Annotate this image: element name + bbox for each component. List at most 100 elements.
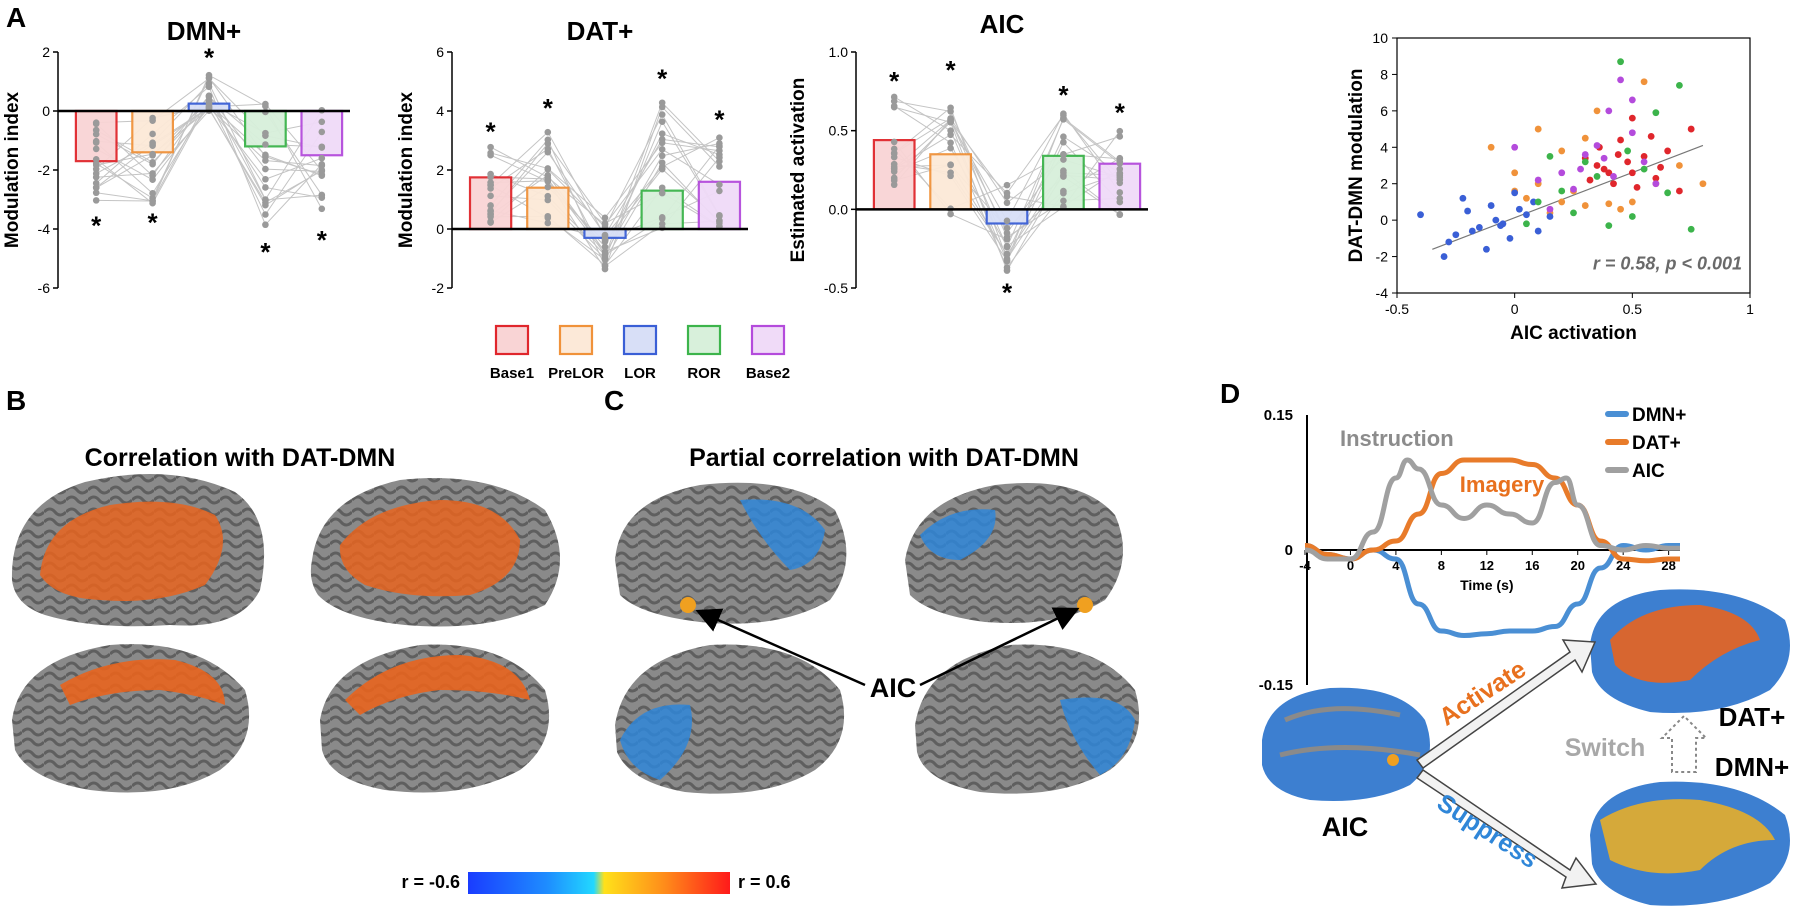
subject-point: [716, 158, 723, 165]
subject-point: [1116, 189, 1124, 196]
scatter-point-base2: [1570, 185, 1577, 193]
aic-arrow-left: [695, 608, 866, 687]
scatter-point-prelor: [1605, 200, 1613, 208]
subject-point: [947, 131, 954, 139]
subject-point: [1116, 211, 1124, 218]
subject-point: [601, 232, 609, 240]
colorbar-left-label: r = -0.6: [401, 872, 460, 892]
subject-point: [716, 181, 723, 189]
scatter-point-prelor: [1628, 198, 1636, 206]
activate-arrow: [1415, 639, 1597, 770]
scatter-point-lor: [1445, 238, 1453, 246]
legend-swatch-prelor: [558, 324, 594, 356]
scatter-point-base1: [1676, 187, 1683, 195]
scatter-point-prelor: [1534, 125, 1542, 133]
y-axis-label: Modulation index: [396, 91, 417, 248]
x-tick-label: 16: [1525, 558, 1539, 573]
panel-letter-a: A: [6, 2, 26, 33]
scatter-point-lor: [1475, 224, 1483, 231]
subject-point: [1060, 173, 1067, 180]
subject-point: [92, 189, 100, 197]
y-axis-label: Estimated activation: [788, 78, 809, 263]
subject-point: [205, 97, 213, 104]
subject-line: [490, 142, 720, 228]
panel-letter-c: C: [604, 385, 624, 416]
subject-point: [947, 144, 954, 152]
subject-point: [262, 221, 269, 229]
scatter-point-base1: [1657, 163, 1664, 171]
significance-star: *: [260, 237, 271, 267]
legend-label-prelor: PreLOR: [548, 365, 604, 382]
scatter-point-base1: [1614, 151, 1622, 158]
panel-d-diagram: AIC DAT+ DMN+ Activate Suppress Switch: [1262, 589, 1790, 906]
subject-point: [487, 192, 494, 200]
scatter-point-base2: [1511, 143, 1519, 151]
y-tick-label: 0: [1380, 212, 1388, 228]
y-tick-label: -2: [38, 162, 51, 178]
scatter-point-ror: [1664, 189, 1672, 197]
subject-point: [658, 152, 666, 160]
scatter-point-base1: [1633, 183, 1641, 191]
scatter-point-ror: [1546, 152, 1554, 160]
y-tick-label: 2: [1380, 176, 1388, 192]
significance-star: *: [543, 93, 554, 123]
scatter-point-base1: [1647, 132, 1655, 140]
subject-point: [1116, 127, 1124, 135]
subject-point: [890, 165, 898, 173]
y-tick-label: 6: [436, 44, 444, 60]
subject-point: [544, 219, 552, 227]
subject-point: [487, 173, 494, 181]
significance-star: *: [889, 66, 900, 96]
scatter-point-base2: [1534, 176, 1542, 184]
panel-letter-d: D: [1220, 378, 1240, 409]
scatter-point-lor: [1417, 211, 1424, 219]
subject-point: [318, 118, 326, 126]
y-tick-label: -0.5: [824, 280, 848, 296]
scatter-point-base2: [1628, 96, 1636, 104]
subject-point: [487, 181, 494, 189]
subject-point: [716, 212, 723, 220]
subject-point: [947, 210, 954, 218]
scatter-point-prelor: [1581, 202, 1589, 209]
subject-point: [318, 144, 326, 151]
timecourse-chart: 0.15 0 -0.15 -4 0 4 8 12 16 20 24 28 Time (s) Instruc…: [1259, 405, 1687, 694]
subject-line: [96, 108, 323, 204]
scatter-point-base2: [1546, 205, 1554, 213]
subject-point: [205, 75, 213, 82]
x-tick-label: 12: [1480, 558, 1494, 573]
brain-d-aic: [1262, 687, 1430, 801]
subject-point: [658, 111, 666, 118]
bar-chart-aic: AIC Estimated activation -0.5 0.0 0.5 1.0 * * * *…: [788, 9, 1148, 307]
subject-point: [262, 175, 269, 183]
subject-point: [149, 199, 156, 207]
legend-swatch-base1: [494, 324, 530, 356]
y-tick-label: 4: [436, 103, 444, 119]
scatter-point-base1: [1640, 152, 1648, 160]
significance-star: *: [714, 105, 725, 135]
subject-point: [149, 152, 156, 159]
scatter-point-lor: [1534, 227, 1542, 235]
y-tick-label: 10: [1372, 30, 1388, 46]
series-line-aic: [1304, 457, 1680, 562]
brain-d-aic-spot: [1387, 754, 1399, 766]
scatter-chart: -0.5 0 0.5 1 -4 -2 0 2 4 6 8 10 AIC activation DAT-DM…: [1346, 30, 1754, 344]
subject-point: [716, 134, 723, 142]
x-tick-label: 8: [1438, 558, 1445, 573]
plot-frame: [1396, 37, 1751, 294]
scatter-point-base1: [1652, 174, 1660, 182]
scatter-point-prelor: [1699, 180, 1707, 188]
scatter-point-base2: [1617, 76, 1624, 84]
subject-point: [1003, 250, 1011, 258]
subject-point: [1003, 217, 1011, 225]
subject-point: [1003, 257, 1011, 264]
condition-legend: Base1 PreLOR LOR ROR Base2: [490, 324, 790, 382]
subject-point: [658, 184, 666, 192]
x-tick-label: 20: [1570, 558, 1584, 573]
x-tick-label: 0: [1347, 558, 1354, 573]
x-tick-label: 0: [1511, 301, 1519, 317]
y-label-zero: 0: [1285, 542, 1293, 559]
brain-b-lateral-right-overlay: [339, 500, 520, 597]
subject-point: [1003, 181, 1011, 189]
scatter-point-lor: [1459, 194, 1467, 202]
subject-point: [487, 202, 494, 209]
